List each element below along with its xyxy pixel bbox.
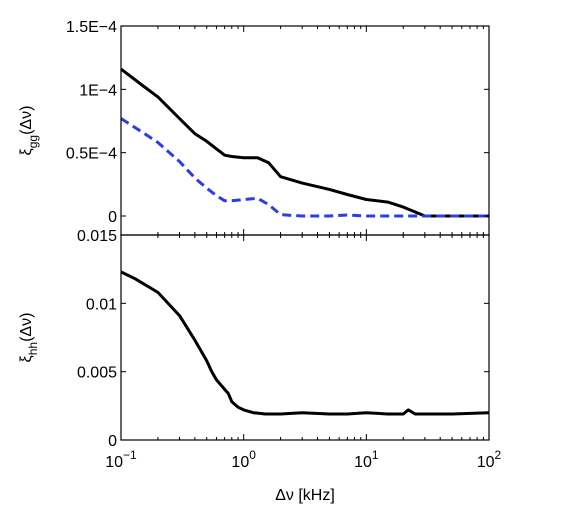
bottom-xtick-label-exp-1: 0 [249, 448, 256, 462]
top-ytick-label-3: 1.5E−4 [66, 19, 117, 36]
top-ytick-label-2: 1E−4 [79, 82, 117, 99]
bottom-xtick-label-exp-2: 1 [372, 448, 379, 462]
bottom-ylabel-sub: hh [26, 342, 40, 355]
bottom-series-line-0 [120, 270, 490, 416]
top-ylabel-arg: (Δν) [18, 106, 35, 135]
bottom-xlabel: Δν [kHz] [275, 487, 335, 504]
bottom-ytick-label-1: 0.005 [77, 365, 117, 382]
top-ytick-label-1: 0.5E−4 [66, 146, 117, 163]
bottom-xtick-label-base-1: 10 [231, 454, 249, 471]
bottom-plot-frame [120, 234, 490, 441]
top-panel: 0 0.5E−4 1E−4 1.5E−4 ξgg(Δν) [18, 19, 490, 236]
top-series-line-1 [120, 117, 489, 218]
bottom-ytick-label-2: 0.01 [86, 296, 117, 313]
bottom-ytick-label-3: 0.015 [77, 228, 117, 245]
bottom-ylabel-arg: (Δν) [18, 313, 35, 342]
top-ylabel: ξgg(Δν) [18, 106, 40, 156]
bottom-xtick-label-exp-3: 2 [495, 448, 502, 462]
top-plot-frame [120, 25, 490, 236]
bottom-ytick-label-0: 0 [108, 433, 117, 450]
bottom-xtick-label-1: 100 [231, 448, 256, 471]
top-series-line-0 [120, 67, 489, 218]
bottom-ylabel-symbol: ξ [18, 355, 35, 362]
bottom-xtick-label-base-0: 10 [105, 454, 123, 471]
top-ylabel-sub: gg [26, 135, 40, 148]
bottom-xtick-label-0: 10−1 [105, 448, 137, 471]
bottom-xtick-label-3: 102 [477, 448, 502, 471]
top-ytick-label-0: 0 [108, 209, 117, 226]
top-ylabel-symbol: ξ [18, 148, 35, 155]
bottom-xtick-label-2: 101 [354, 448, 379, 471]
bottom-xtick-label-exp-0: −1 [123, 448, 137, 462]
bottom-xtick-label-base-3: 10 [477, 454, 495, 471]
bottom-xtick-label-base-2: 10 [354, 454, 372, 471]
bottom-ylabel: ξhh(Δν) [18, 313, 40, 363]
